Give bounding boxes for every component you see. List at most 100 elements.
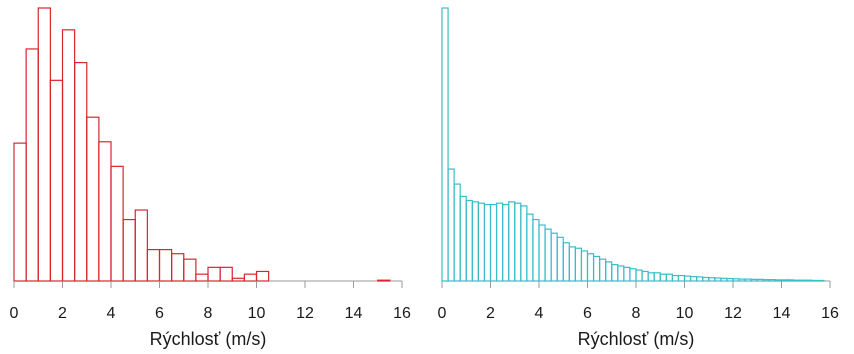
histogram-bar [61,29,76,282]
histogram-bar [592,255,601,282]
histogram-bar [756,278,764,282]
histogram-bar [550,232,558,282]
histogram-bar [714,277,722,282]
x-tick-label: 14 [345,305,363,322]
x-axis-title: Rýchlosť (m/s) [578,329,695,349]
histogram-bar [768,279,777,282]
histogram-bar [586,253,595,282]
histogram-bar [617,265,625,282]
histogram-bar [653,272,661,282]
histogram-bar [574,247,583,282]
x-tick-group: 0 2 4 6 8 10 12 14 16 [10,281,411,322]
histogram-bar [502,203,510,282]
histogram-bar [37,7,51,282]
bar-group [441,7,825,282]
histogram-bar [641,270,649,282]
histogram-bar [708,277,716,282]
histogram-bar [459,195,467,282]
histogram-bar [732,278,740,282]
histogram-bar [146,249,161,282]
x-tick-label: 12 [296,305,314,322]
histogram-bar [13,142,27,282]
histogram-bar [514,202,522,282]
x-tick-label: 10 [248,305,266,322]
histogram-bar [744,278,752,282]
histogram-bar [231,277,245,282]
histogram-bar [696,276,704,282]
histogram-bar [465,199,473,282]
histogram-bar [243,273,258,282]
x-tick-label: 2 [58,305,67,322]
histogram-bar [483,203,492,282]
histogram-bar [49,79,64,282]
histogram-bar [689,276,698,282]
histogram-bar [255,270,270,282]
histogram-bar [447,168,455,282]
x-tick-label: 4 [107,305,116,322]
x-tick-label: 16 [821,305,839,322]
histogram-bar [738,278,746,282]
histogram-bar [86,116,100,282]
x-tick-label: 6 [155,305,164,322]
histogram-bar [538,224,546,282]
x-axis-title: Rýchlosť (m/s) [150,329,267,349]
histogram-bar [508,201,516,282]
histogram-bar [774,279,783,282]
histogram-bar [471,201,479,282]
histogram-bar [495,202,504,282]
histogram-bar [219,266,233,282]
x-tick-label: 8 [204,305,213,322]
histogram-bar [453,183,461,282]
histogram-bar [762,279,770,282]
x-tick-label: 14 [773,305,791,322]
histogram-bar [611,264,619,282]
histogram-bar [158,249,173,282]
histogram-bar [726,277,734,282]
x-tick-label: 8 [632,305,641,322]
histogram-bar [750,278,758,282]
histogram-bar [183,258,197,282]
histogram-bar [562,242,570,282]
histogram-bar [110,165,124,282]
x-tick-label: 0 [10,305,19,322]
histogram-bar [805,279,813,282]
histogram-bar [623,266,631,282]
histogram-bar [74,61,88,282]
x-tick-label: 0 [438,305,447,322]
histogram-bar [377,279,391,282]
x-tick-label: 10 [676,305,694,322]
histogram-bar [811,279,819,282]
histogram-bar [526,213,534,282]
histogram-bar [702,276,710,282]
histogram-bar [647,272,655,282]
histogram-bar [122,218,136,282]
histogram-bar [786,279,795,282]
histogram-right: 0 2 4 6 8 10 12 14 16 Rýchlosť (m/s) [438,7,839,349]
x-tick-label: 12 [724,305,742,322]
histogram-bar [659,273,667,282]
histogram-bar [25,48,39,282]
histogram-left: 0 2 4 6 8 10 12 14 16 Rýchlosť (m/s) [10,7,411,349]
histogram-bar [544,228,552,282]
histogram-bar [605,261,613,282]
x-tick-label: 4 [535,305,544,322]
bar-group [13,7,391,282]
histogram-bar [134,209,148,282]
x-tick-group: 0 2 4 6 8 10 12 14 16 [438,281,839,322]
x-tick-label: 6 [583,305,592,322]
histogram-bar [683,275,692,282]
histogram-bar [629,268,637,282]
histogram-bar [671,274,680,282]
histogram-bar [477,202,486,282]
histogram-bar [532,218,540,282]
histogram-bar [635,269,643,282]
histogram-bar [817,279,825,282]
histogram-bar [793,279,801,282]
x-tick-label: 2 [486,305,495,322]
histogram-bar [780,279,789,282]
histogram-bar [207,266,221,282]
histogram-bar [98,141,112,282]
histogram-bar [556,236,564,282]
histogram-bar [195,273,209,282]
